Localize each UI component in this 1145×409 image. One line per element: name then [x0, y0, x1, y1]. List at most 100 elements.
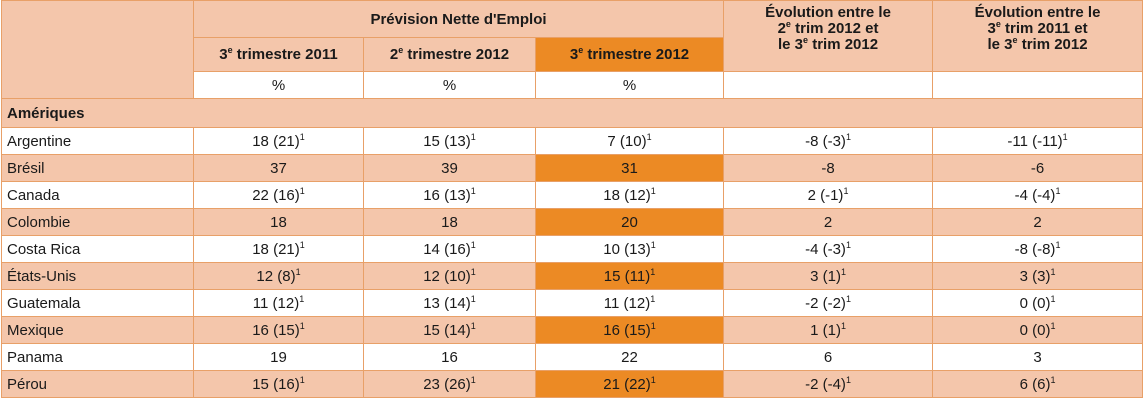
value-cell: 15 (16)1: [193, 370, 364, 398]
footnote-marker: 1: [845, 293, 851, 304]
value-text: 11 (12): [252, 294, 300, 312]
country-cell: États-Unis: [1, 262, 194, 290]
value-cell: 37: [193, 154, 364, 182]
country-cell: Costa Rica: [1, 235, 194, 263]
footnote-marker: 1: [840, 266, 846, 277]
country-cell: Colombie: [1, 208, 194, 236]
footnote-marker: 1: [1050, 374, 1056, 385]
value-cell: 23 (26)1: [363, 370, 536, 398]
footnote-marker: 1: [299, 293, 305, 304]
value-cell: 16 (15)1: [534, 316, 725, 344]
footnote-marker: 1: [299, 374, 305, 385]
value-cell: 18: [193, 208, 364, 236]
footnote-marker: 1: [650, 293, 656, 304]
value-text: 3: [1033, 348, 1042, 366]
footnote-marker: 1: [470, 374, 476, 385]
value-cell: 0 (0)1: [932, 289, 1144, 317]
footnote-marker: 1: [1055, 185, 1061, 196]
footnote-marker: 1: [845, 374, 851, 385]
evolution-q3-2011-q3-2012-header: Évolution entre le 3e trim 2011 et le 3e…: [932, 0, 1144, 72]
evolution-q2-q3-2012-header: Évolution entre le 2e trim 2012 et le 3e…: [723, 0, 934, 72]
value-text: 15 (14): [423, 321, 471, 339]
value-cell: 22: [534, 343, 725, 371]
country-cell: Brésil: [1, 154, 194, 182]
value-cell: 31: [534, 154, 725, 182]
footnote-marker: 1: [650, 374, 656, 385]
value-cell: 6: [723, 343, 934, 371]
value-text: 31: [621, 159, 638, 177]
footnote-marker: 1: [470, 320, 476, 331]
corner-cell: [1, 0, 194, 99]
value-cell: 2 (-1)1: [723, 181, 934, 209]
value-text: 18 (12): [603, 186, 651, 204]
value-cell: -11 (-11)1: [932, 127, 1144, 155]
value-text: 16 (15): [252, 321, 300, 339]
value-text: 0 (0): [1019, 321, 1051, 339]
table-row: Pérou 15 (16)1 23 (26)1 21 (22)1 -2 (-4)1 6 (…: [1, 370, 1144, 398]
value-cell: -8: [723, 154, 934, 182]
table-row: Colombie 18 18 20 2 2: [1, 208, 1144, 236]
value-text: 2: [1033, 213, 1042, 231]
value-text: 2: [823, 213, 833, 231]
value-text: -4 (-3): [805, 240, 846, 258]
footnote-marker: 1: [1050, 266, 1056, 277]
value-cell: 18 (21)1: [193, 235, 364, 263]
country-cell: Canada: [1, 181, 194, 209]
value-text: 15 (11): [603, 267, 651, 285]
value-text: 3 (3): [1019, 267, 1051, 285]
value-cell: 14 (16)1: [363, 235, 536, 263]
value-cell: 18 (21)1: [193, 127, 364, 155]
value-cell: 13 (14)1: [363, 289, 536, 317]
value-text: 18: [441, 213, 458, 231]
value-text: 13 (14): [423, 294, 471, 312]
value-cell: 6 (6)1: [932, 370, 1144, 398]
footnote-marker: 1: [470, 293, 476, 304]
value-text: -2 (-2): [805, 294, 846, 312]
value-cell: -2 (-4)1: [723, 370, 934, 398]
value-cell: 0 (0)1: [932, 316, 1144, 344]
footnote-marker: 1: [650, 185, 656, 196]
value-text: 20: [621, 213, 638, 231]
table-row: États-Unis 12 (8)1 12 (10)1 15 (11)1 3 (1)1 3…: [1, 262, 1144, 290]
footnote-marker: 1: [1062, 131, 1068, 142]
value-text: 11 (12): [603, 294, 651, 312]
value-text: 22: [621, 348, 638, 366]
value-cell: 12 (10)1: [363, 262, 536, 290]
unit-cell: %: [534, 71, 725, 99]
value-cell: 21 (22)1: [534, 370, 725, 398]
value-text: 3 (1): [810, 267, 841, 285]
employment-outlook-table: Prévision Nette d'Emploi Évolution entre…: [0, 0, 1144, 398]
value-text: 16 (15): [603, 321, 651, 339]
value-cell: 2: [723, 208, 934, 236]
value-cell: 15 (13)1: [363, 127, 536, 155]
value-cell: 15 (14)1: [363, 316, 536, 344]
unit-cell-empty: [932, 71, 1144, 99]
value-text: 15 (13): [423, 132, 471, 150]
value-text: -4 (-4): [1014, 186, 1056, 204]
footnote-marker: 1: [843, 185, 849, 196]
value-cell: -8 (-8)1: [932, 235, 1144, 263]
footnote-marker: 1: [295, 266, 301, 277]
column-q3-2012-header: 3e trimestre 2012: [534, 37, 725, 72]
value-cell: 15 (11)1: [534, 262, 725, 290]
value-text: 21 (22): [603, 375, 651, 393]
value-text: 19: [270, 348, 287, 366]
value-cell: 20: [534, 208, 725, 236]
country-cell: Mexique: [1, 316, 194, 344]
value-text: 12 (8): [256, 267, 296, 285]
unit-cell: %: [363, 71, 536, 99]
value-text: 0 (0): [1019, 294, 1051, 312]
footnote-marker: 1: [1050, 293, 1056, 304]
value-text: 37: [270, 159, 287, 177]
footnote-marker: 1: [1055, 239, 1061, 250]
value-text: 1 (1): [810, 321, 841, 339]
country-cell: Guatemala: [1, 289, 194, 317]
value-text: 16: [441, 348, 458, 366]
footnote-marker: 1: [845, 239, 851, 250]
value-cell: -6: [932, 154, 1144, 182]
value-text: 16 (13): [423, 186, 471, 204]
value-text: 2 (-1): [807, 186, 844, 204]
footnote-marker: 1: [650, 239, 656, 250]
value-text: -6: [1030, 159, 1045, 177]
table-row: Brésil 37 39 31 -8 -6: [1, 154, 1144, 182]
